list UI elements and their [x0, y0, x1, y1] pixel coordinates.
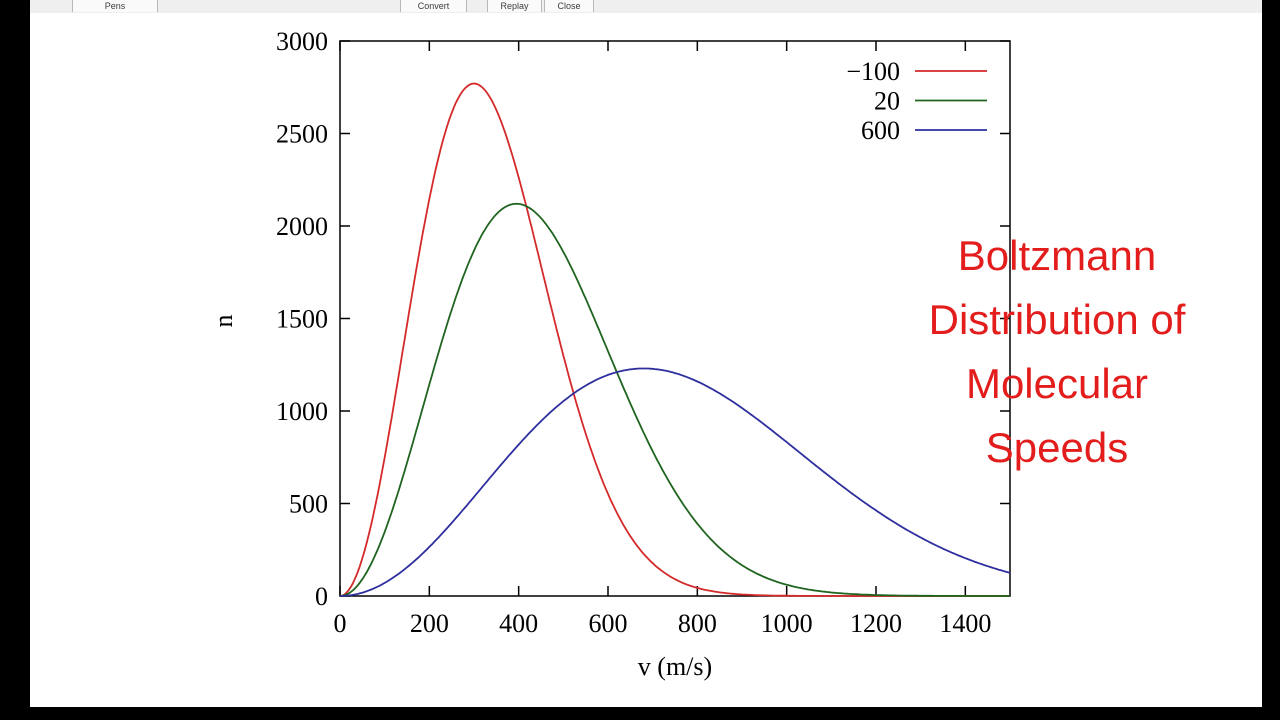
close-button[interactable]: Close [544, 0, 594, 12]
convert-button[interactable]: Convert [400, 0, 467, 12]
annotation-text: Boltzmann Distribution of Molecular Spee… [877, 224, 1237, 480]
series-curve-1 [339, 202, 1010, 597]
x-axis-label: v (m/s) [638, 652, 712, 681]
x-tick-label: 1200 [850, 609, 902, 638]
x-tick-label: 0 [334, 609, 347, 638]
y-tick-label: 1000 [276, 397, 328, 426]
top-toolbar: Pens Convert Replay Close [30, 0, 1262, 14]
y-tick-label: 3000 [276, 27, 328, 56]
legend-label: 600 [861, 116, 900, 145]
y-tick-label: 2500 [276, 120, 328, 149]
annotation-line: Boltzmann [957, 232, 1157, 279]
x-tick-label: 600 [589, 609, 628, 638]
legend-label: 20 [874, 87, 900, 116]
y-tick-label: 1500 [276, 305, 328, 334]
x-tick-label: 200 [410, 609, 449, 638]
y-tick-label: 0 [315, 582, 328, 611]
series-curve-2 [340, 367, 1011, 597]
x-tick-label: 400 [499, 609, 538, 638]
x-tick-label: 1400 [939, 609, 991, 638]
x-tick-label: 1000 [761, 609, 813, 638]
replay-button[interactable]: Replay [487, 0, 542, 12]
y-tick-label: 500 [289, 490, 328, 519]
legend-label: −100 [846, 57, 900, 86]
annotation-line: Distribution of [928, 296, 1186, 343]
pens-button[interactable]: Pens [72, 0, 158, 12]
annotation-line: Molecular [965, 360, 1149, 407]
x-tick-label: 800 [678, 609, 717, 638]
annotation-line: Speeds [985, 424, 1129, 471]
y-tick-label: 2000 [276, 212, 328, 241]
whiteboard-area: 0 200 400 600 800 1000 1200 1400 0 500 1000 1500 200… [30, 13, 1262, 707]
y-axis-label: n [209, 315, 238, 328]
boltzmann-distribution-chart: 0 200 400 600 800 1000 1200 1400 0 500 1000 1500 200… [209, 27, 1011, 681]
